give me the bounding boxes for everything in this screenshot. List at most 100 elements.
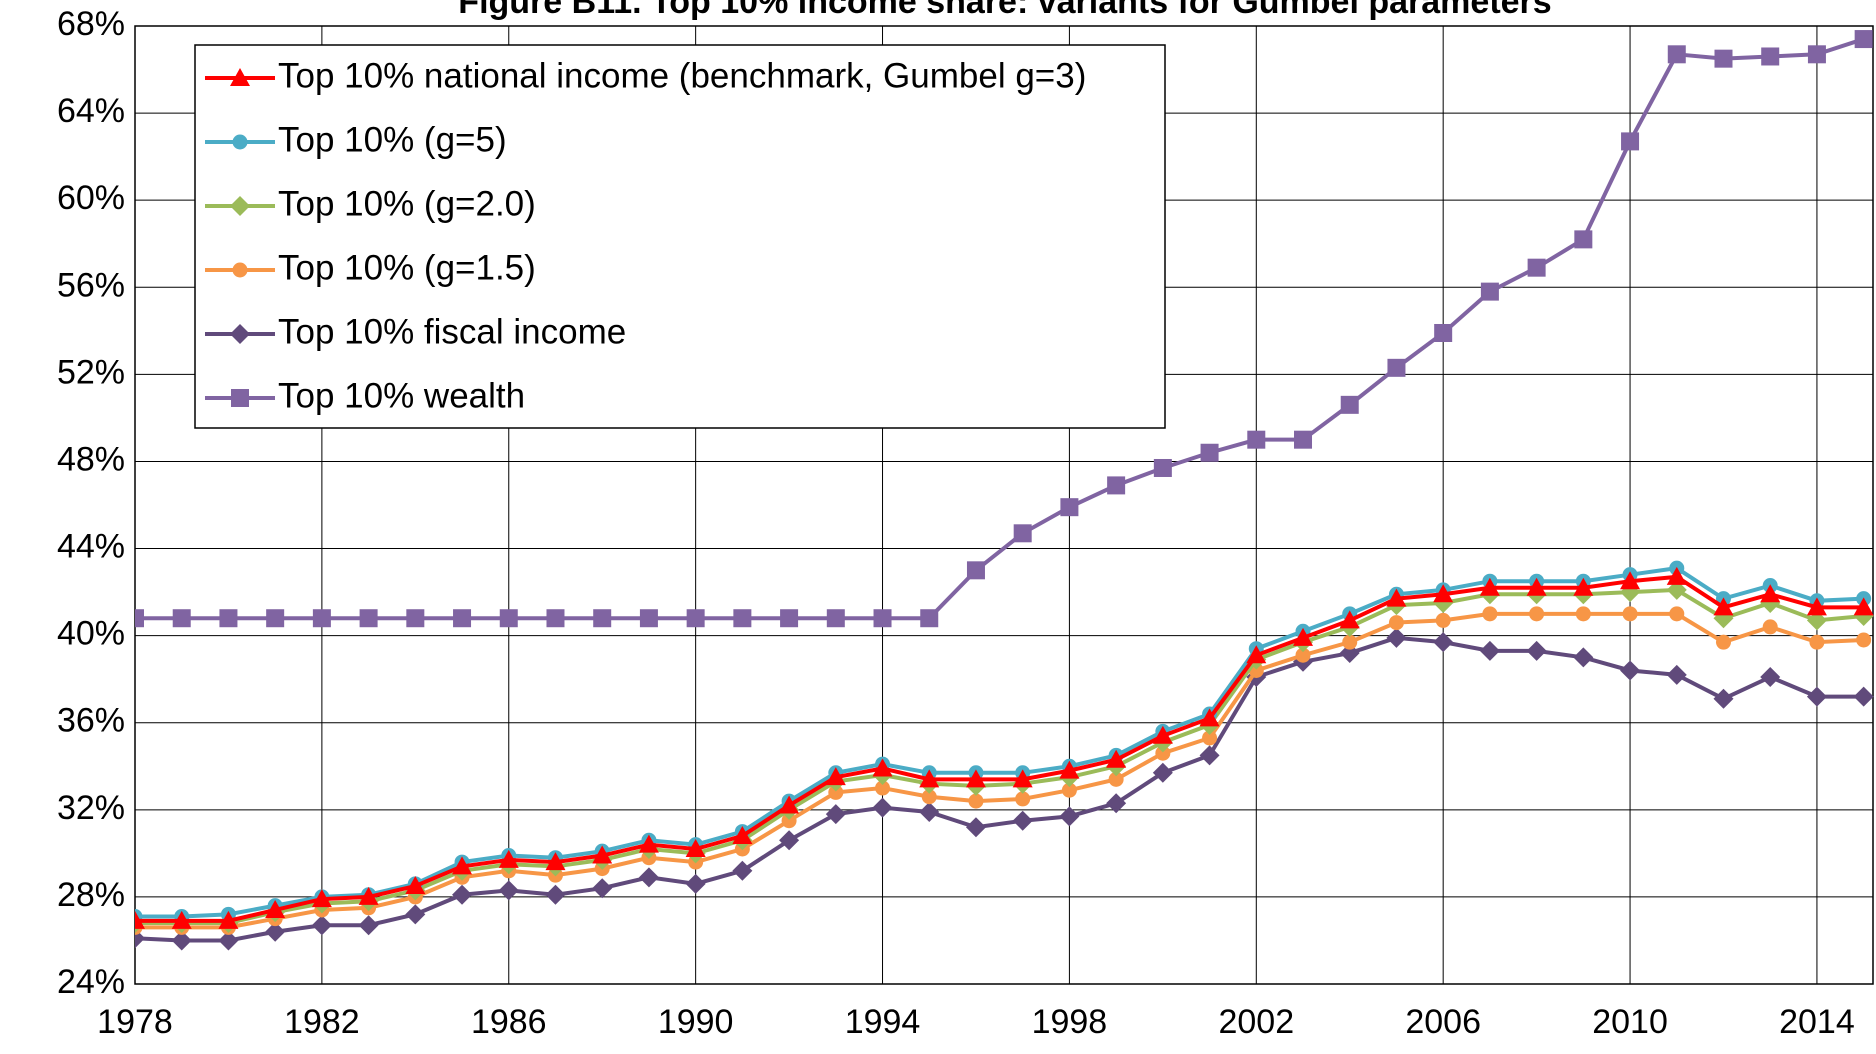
marker [1854, 30, 1873, 49]
marker [171, 910, 192, 929]
x-tick-label: 1986 [471, 1003, 547, 1041]
marker [1806, 686, 1827, 707]
y-tick-label: 24% [57, 963, 125, 1001]
marker [265, 899, 286, 918]
marker [965, 817, 986, 838]
marker [1620, 660, 1641, 681]
marker [1200, 443, 1219, 462]
marker [826, 609, 845, 628]
marker [1434, 323, 1453, 342]
legend-label: Top 10% wealth [278, 376, 525, 415]
legend-label: Top 10% (g=1.5) [278, 248, 536, 287]
marker [919, 769, 940, 788]
x-tick-label: 1982 [284, 1003, 360, 1041]
y-tick-label: 52% [57, 353, 125, 391]
marker [498, 849, 519, 868]
marker [453, 609, 472, 628]
chart-title: Figure B11. Top 10% income share: varian… [458, 0, 1551, 21]
y-tick-label: 40% [57, 615, 125, 653]
marker [1853, 686, 1874, 707]
series [135, 30, 1873, 628]
marker [779, 795, 800, 814]
marker [359, 609, 378, 628]
series-line [135, 587, 1864, 926]
x-tick-label: 1978 [97, 1003, 173, 1041]
marker [1199, 745, 1220, 766]
y-tick-label: 48% [57, 440, 125, 478]
x-tick-label: 1994 [845, 1003, 921, 1041]
marker [1669, 606, 1685, 622]
marker [1527, 258, 1546, 277]
marker [732, 860, 753, 881]
marker [1342, 634, 1358, 650]
marker [873, 609, 892, 628]
y-tick-label: 32% [57, 789, 125, 827]
marker [779, 830, 800, 851]
marker [1622, 606, 1638, 622]
marker [1573, 647, 1594, 668]
x-tick-label: 2006 [1405, 1003, 1481, 1041]
marker [1340, 395, 1359, 414]
marker [1386, 588, 1407, 607]
marker [1667, 45, 1686, 64]
marker [1526, 640, 1547, 661]
series [135, 606, 1872, 935]
series-line [135, 574, 1864, 923]
y-tick-label: 44% [57, 528, 125, 566]
marker [1621, 132, 1640, 151]
y-tick-label: 28% [57, 876, 125, 914]
marker [685, 873, 706, 894]
marker [1294, 430, 1313, 449]
marker [1806, 610, 1827, 631]
marker [592, 878, 613, 899]
marker [1199, 708, 1220, 727]
marker [232, 262, 248, 278]
marker [545, 884, 566, 905]
marker [266, 609, 285, 628]
marker [1526, 577, 1547, 596]
marker [1807, 45, 1826, 64]
plot-frame [134, 25, 1874, 985]
marker [686, 609, 705, 628]
y-tick-label: 60% [57, 179, 125, 217]
marker [1013, 524, 1032, 543]
legend-label: Top 10% national income (benchmark, Gumb… [278, 56, 1086, 95]
marker [498, 880, 519, 901]
marker [825, 767, 846, 786]
marker [733, 609, 752, 628]
x-tick-label: 1998 [1032, 1003, 1108, 1041]
marker [1666, 579, 1687, 600]
legend-label: Top 10% (g=2.0) [278, 184, 536, 223]
marker [965, 769, 986, 788]
marker [1435, 612, 1451, 628]
marker [312, 609, 331, 628]
marker [1152, 762, 1173, 783]
marker [1761, 47, 1780, 66]
marker [919, 801, 940, 822]
marker [638, 834, 659, 853]
marker [172, 609, 191, 628]
marker [1666, 566, 1687, 585]
marker [358, 915, 379, 936]
marker [966, 561, 985, 580]
marker [1202, 730, 1218, 746]
marker [1293, 627, 1314, 646]
marker [1012, 810, 1033, 831]
marker [592, 845, 613, 864]
marker [311, 915, 332, 936]
marker [1575, 606, 1591, 622]
marker [732, 825, 753, 844]
marker [1760, 667, 1781, 688]
marker [405, 876, 426, 895]
x-tick-label: 2002 [1218, 1003, 1294, 1041]
marker [405, 904, 426, 925]
series [135, 566, 1874, 929]
marker [499, 609, 518, 628]
marker [781, 813, 797, 829]
marker [1246, 645, 1267, 664]
marker [1107, 476, 1126, 495]
marker [1620, 571, 1641, 590]
marker [1155, 745, 1171, 761]
marker [1573, 577, 1594, 596]
